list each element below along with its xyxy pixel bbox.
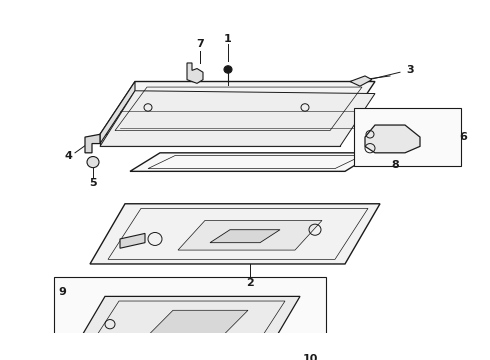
Text: 6: 6 [459,132,467,142]
Polygon shape [130,153,375,171]
FancyBboxPatch shape [54,277,326,360]
Polygon shape [178,220,322,250]
Polygon shape [75,296,300,347]
Polygon shape [100,81,375,134]
Polygon shape [120,233,145,248]
Polygon shape [365,125,420,153]
FancyBboxPatch shape [354,108,461,166]
Text: 8: 8 [391,160,399,170]
Polygon shape [210,230,280,243]
Polygon shape [150,310,248,333]
Text: 1: 1 [224,34,232,44]
Circle shape [224,66,232,73]
Polygon shape [100,91,375,147]
Text: 7: 7 [196,40,204,49]
Text: 2: 2 [246,278,254,288]
Text: 9: 9 [58,287,66,297]
Circle shape [87,157,99,168]
Text: 3: 3 [406,66,414,75]
Polygon shape [187,63,203,84]
Polygon shape [100,134,340,147]
Polygon shape [100,81,135,144]
Text: 10: 10 [302,354,318,360]
Polygon shape [90,204,380,264]
Text: 5: 5 [89,179,97,188]
Polygon shape [85,134,100,153]
Text: 4: 4 [64,150,72,161]
Polygon shape [350,76,372,86]
